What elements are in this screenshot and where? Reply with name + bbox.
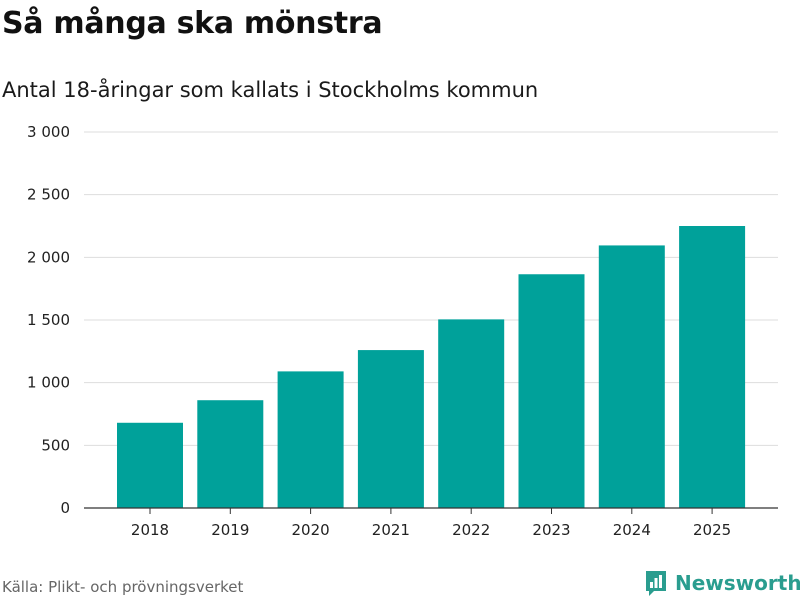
bars <box>117 226 746 508</box>
bar-2019 <box>197 400 264 508</box>
grid-lines <box>84 131 778 446</box>
x-tick-label: 2022 <box>452 521 490 539</box>
bar-2024 <box>598 245 665 508</box>
y-tick-label: 0 <box>60 499 70 517</box>
bar-2022 <box>438 319 505 508</box>
bar-2023 <box>518 274 585 508</box>
y-tick-label: 2 000 <box>27 248 70 266</box>
brand-logo: Newsworthy <box>644 568 800 598</box>
x-tick-label: 2023 <box>532 521 570 539</box>
source-note: Källa: Plikt- och prövningsverket <box>2 578 244 596</box>
y-tick-label: 2 500 <box>27 186 70 204</box>
brand-name: Newsworthy <box>675 571 800 595</box>
y-tick-label: 1 000 <box>27 374 70 392</box>
bar-2025 <box>679 226 746 508</box>
axes: 0 500 1 000 1 500 2 000 2 500 3 000 2018 2019 202… <box>27 123 778 539</box>
x-tick-label: 2025 <box>693 521 731 539</box>
x-tick-label: 2024 <box>613 521 651 539</box>
x-tick-label: 2020 <box>292 521 330 539</box>
x-tick-label: 2021 <box>372 521 410 539</box>
bar-2021 <box>357 350 424 508</box>
bar-2020 <box>277 371 344 508</box>
y-tick-label: 1 500 <box>27 311 70 329</box>
x-tick-label: 2018 <box>131 521 169 539</box>
y-tick-label: 3 000 <box>27 123 70 141</box>
newsworthy-logo-icon <box>646 571 666 596</box>
x-tick-label: 2019 <box>211 521 249 539</box>
chart-title: Så många ska mönstra <box>2 6 383 41</box>
bar-2018 <box>117 422 183 508</box>
y-tick-label: 500 <box>41 436 70 454</box>
chart-subtitle: Antal 18-åringar som kallats i Stockholm… <box>2 78 539 102</box>
